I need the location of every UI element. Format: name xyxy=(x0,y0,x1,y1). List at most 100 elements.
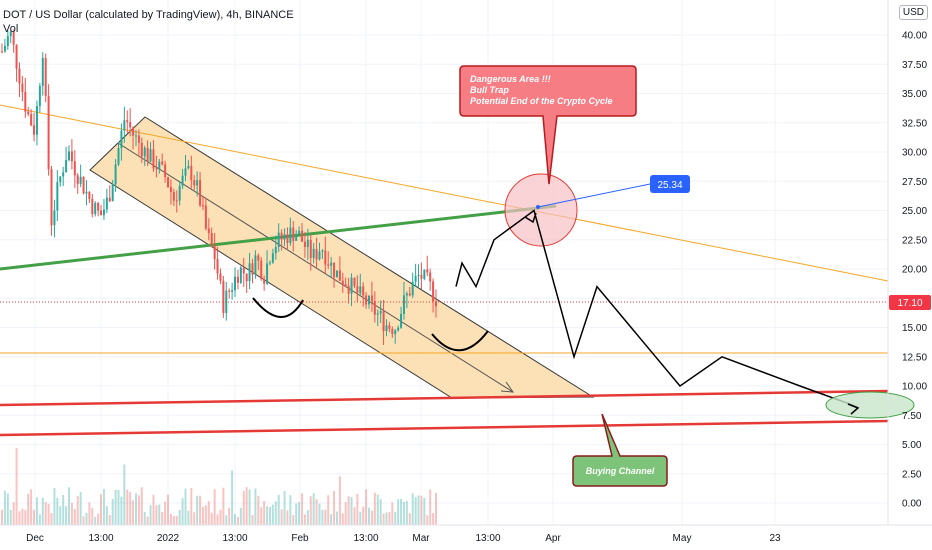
candle-body xyxy=(283,234,286,240)
candle-body xyxy=(239,267,242,283)
candle-body xyxy=(260,260,263,280)
candle-body xyxy=(347,285,350,294)
volume-bar xyxy=(280,509,283,525)
candle-body xyxy=(158,161,161,169)
candle-body xyxy=(312,248,315,259)
volume-bar xyxy=(248,489,251,525)
candle-body xyxy=(341,280,344,285)
danger-line-3: Potential End of the Crypto Cycle xyxy=(470,96,613,106)
volume-bar xyxy=(335,511,338,525)
candle-body xyxy=(123,120,126,131)
candle-body xyxy=(338,270,341,281)
x-tick-label: 13:00 xyxy=(353,533,378,544)
volume-bar xyxy=(402,501,405,525)
candle-body xyxy=(167,177,170,188)
y-tick-label: 37.50 xyxy=(902,60,927,71)
volume-bar xyxy=(111,498,114,525)
volume-bar xyxy=(65,506,68,525)
volume-bar xyxy=(368,507,371,525)
candle-body xyxy=(257,255,260,261)
candle-body xyxy=(382,311,385,332)
candle-body xyxy=(79,176,82,184)
volume-bar xyxy=(3,490,6,525)
volume-bar xyxy=(263,501,266,525)
volume-bar xyxy=(1,509,3,525)
x-tick-label: Dec xyxy=(26,533,44,544)
volume-bar xyxy=(266,506,269,525)
currency-button[interactable]: USD xyxy=(898,5,928,20)
volume-bar xyxy=(411,493,414,525)
volume-bar xyxy=(24,510,27,525)
candle-body xyxy=(111,184,114,202)
candle-body xyxy=(353,277,356,287)
volume-bar xyxy=(303,514,306,525)
candle-body xyxy=(391,328,394,335)
candle-body xyxy=(140,142,143,157)
candle-body xyxy=(6,36,9,46)
candle-body xyxy=(417,274,420,277)
x-tick-label: 23 xyxy=(769,533,781,544)
candle-body xyxy=(169,187,172,192)
volume-bar xyxy=(175,516,178,525)
volume-bar xyxy=(417,495,420,525)
volume-bar xyxy=(149,505,152,525)
candle-body xyxy=(164,164,167,178)
candle-body xyxy=(234,276,237,291)
volume-bar xyxy=(41,497,44,525)
volume-bar xyxy=(219,509,222,525)
candle-body xyxy=(411,281,414,296)
volume-bar xyxy=(158,504,161,525)
volume-bar xyxy=(408,513,411,525)
volume-bar xyxy=(169,513,172,525)
candle-body xyxy=(120,130,123,148)
time-axis[interactable]: Dec 13:00 2022 13:00 Feb 13:00 Mar 13:00 Apr May 2… xyxy=(26,533,781,544)
volume-bar xyxy=(236,516,239,525)
resistance-trendline-orange xyxy=(0,104,889,282)
candle-body xyxy=(245,273,248,282)
candle-body xyxy=(432,281,435,302)
volume-bar xyxy=(274,501,277,525)
volume-bar xyxy=(394,511,397,525)
volume-bar xyxy=(114,489,117,525)
candle-body xyxy=(24,91,27,112)
candle-body xyxy=(33,125,36,135)
volume-bar xyxy=(327,495,330,525)
candle-body xyxy=(420,274,423,279)
volume-bar xyxy=(388,512,391,525)
volume-bar xyxy=(286,510,289,525)
candle-body xyxy=(277,232,280,247)
volume-bar xyxy=(120,496,123,525)
volume-bar xyxy=(341,513,344,525)
volume-bar xyxy=(344,502,347,525)
candle-body xyxy=(333,262,336,278)
volume-bar xyxy=(426,515,429,525)
candle-body xyxy=(91,199,94,215)
candle-body xyxy=(365,295,368,305)
x-tick-label: Feb xyxy=(291,533,309,544)
candle-body xyxy=(187,165,190,169)
candle-body xyxy=(181,175,184,186)
volume-bar xyxy=(76,496,79,525)
x-tick-label: Apr xyxy=(545,533,561,544)
candle-body xyxy=(59,176,62,183)
volume-bar xyxy=(312,493,315,525)
volume-bar xyxy=(187,510,190,525)
volume-bar xyxy=(59,506,62,525)
candle-body xyxy=(56,182,59,211)
volume-bar xyxy=(126,489,129,525)
current-price-badge xyxy=(889,295,931,310)
volume-bar xyxy=(132,500,135,525)
volume-bar xyxy=(414,497,417,525)
candle-body xyxy=(30,114,33,126)
candle-body xyxy=(67,151,70,161)
candle-body xyxy=(184,168,187,176)
volume-bar xyxy=(161,512,164,525)
volume-bar xyxy=(435,492,437,525)
price-axis[interactable]: 0.002.505.007.5010.0012.5015.0017.5020.0… xyxy=(902,31,927,510)
candle-body xyxy=(327,264,330,266)
volume-bar xyxy=(423,497,426,525)
candle-body xyxy=(73,161,76,176)
candle-body xyxy=(330,262,333,266)
projection-arrowhead-end xyxy=(847,403,860,415)
